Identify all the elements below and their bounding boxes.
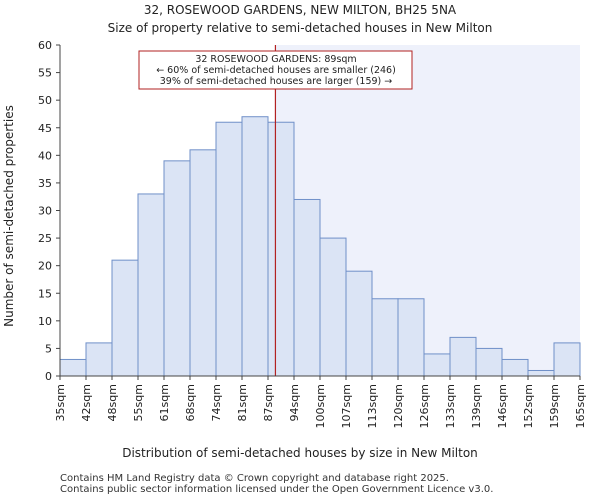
bar: [137, 193, 165, 377]
annotation-line-1: 32 ROSEWOOD GARDENS: 89sqm: [195, 54, 356, 65]
x-tick-label: 48sqm: [106, 384, 119, 421]
footer-licence: Contains public sector information licen…: [60, 484, 494, 495]
x-tick-label: 87sqm: [262, 384, 275, 421]
bar: [527, 369, 555, 377]
y-tick-label: 0: [45, 370, 52, 383]
bar: [241, 116, 269, 377]
y-tick-label: 5: [45, 342, 52, 355]
x-tick-label: 68sqm: [184, 384, 197, 421]
annotation-line-3: 39% of semi-detached houses are larger (…: [160, 76, 393, 87]
bar: [371, 298, 399, 377]
x-tick-label: 146sqm: [496, 384, 509, 428]
y-tick-label: 35: [38, 177, 52, 190]
x-tick-label: 94sqm: [288, 384, 301, 421]
bar: [189, 149, 217, 377]
chart-subtitle: Size of property relative to semi-detach…: [108, 21, 493, 35]
x-tick-label: 55sqm: [132, 384, 145, 421]
bar: [553, 342, 581, 377]
y-axis-label: Number of semi-detached properties: [2, 105, 16, 327]
x-tick-label: 113sqm: [366, 384, 379, 428]
bar: [345, 270, 373, 377]
x-tick-label: 42sqm: [80, 384, 93, 421]
y-tick-label: 40: [38, 149, 52, 162]
y-tick-label: 25: [38, 232, 52, 245]
y-tick-label: 15: [38, 287, 52, 300]
x-tick-label: 107sqm: [340, 384, 353, 428]
bar: [267, 121, 295, 377]
x-tick-label: 74sqm: [210, 384, 223, 421]
y-tick-label: 20: [38, 260, 52, 273]
x-tick-label: 100sqm: [314, 384, 327, 428]
bar: [319, 237, 347, 377]
bar: [397, 298, 425, 377]
bar: [111, 259, 139, 377]
bar: [215, 121, 243, 377]
x-tick-label: 120sqm: [392, 384, 405, 428]
x-tick-label: 126sqm: [418, 384, 431, 428]
x-axis-label: Distribution of semi-detached houses by …: [122, 446, 478, 460]
y-tick-label: 10: [38, 315, 52, 328]
x-tick-label: 35sqm: [54, 384, 67, 421]
y-tick-label: 45: [38, 122, 52, 135]
x-tick-label: 152sqm: [522, 384, 535, 428]
bar: [475, 347, 503, 377]
y-tick-label: 60: [38, 39, 52, 52]
chart-title: 32, ROSEWOOD GARDENS, NEW MILTON, BH25 5…: [144, 3, 457, 17]
bar: [501, 358, 529, 377]
bar: [163, 160, 191, 377]
annotation-line-2: ← 60% of semi-detached houses are smalle…: [156, 65, 396, 76]
y-tick-label: 50: [38, 94, 52, 107]
x-tick-label: 139sqm: [470, 384, 483, 428]
bar: [423, 353, 451, 377]
x-tick-label: 159sqm: [548, 384, 561, 428]
x-tick-label: 133sqm: [444, 384, 457, 428]
bar: [449, 336, 477, 377]
annotation-box: 32 ROSEWOOD GARDENS: 89sqm ← 60% of semi…: [138, 50, 413, 90]
y-tick-label: 30: [38, 205, 52, 218]
footer-copyright: Contains HM Land Registry data © Crown c…: [60, 473, 449, 484]
x-tick-label: 81sqm: [236, 384, 249, 421]
bar: [59, 358, 87, 377]
bar: [85, 342, 113, 377]
y-tick-label: 55: [38, 67, 52, 80]
bar: [293, 198, 321, 377]
x-tick-label: 165sqm: [574, 384, 587, 428]
x-tick-label: 61sqm: [158, 384, 171, 421]
